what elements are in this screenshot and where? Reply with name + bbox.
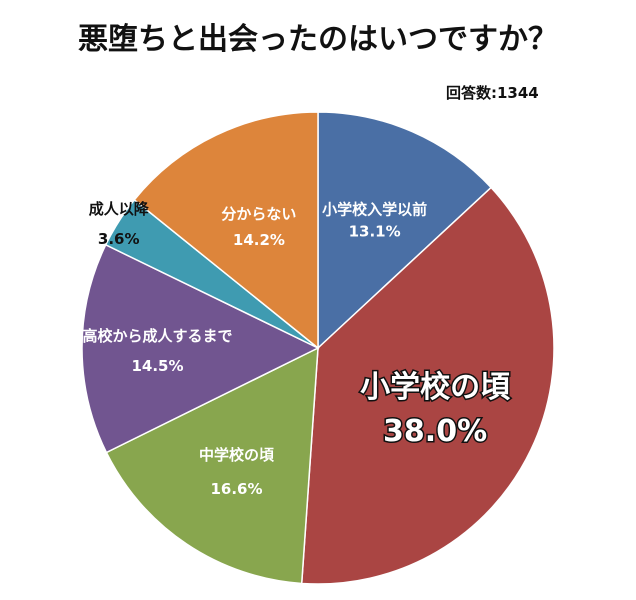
pie-slice [133,111,319,350]
slice-label: 分からない [221,205,296,223]
slice-label: 高校から成人するまで [83,327,233,345]
slice-value-label: 16.6% [210,480,262,498]
pie-slice [317,111,493,350]
slice-label: 小学校の頃 [360,370,510,405]
slice-value-label: 38.0% [383,414,487,449]
chart-title: 悪堕ちと出会ったのはいつですか？ [78,22,558,57]
slice-label: 小学校入学以前 [322,201,427,219]
slice-value-label: 13.1% [349,223,401,241]
slice-label: 中学校の頃 [199,446,275,464]
slice-value-label: 14.5% [131,357,183,375]
slice-value-label: 14.2% [233,231,285,249]
slice-label: 成人以降 [89,200,150,218]
pie-slice [300,186,555,585]
slice-value-label: 3.6% [98,230,140,248]
pie-slice [105,346,319,585]
respondent-count: 回答数:1344 [446,84,539,102]
pie-slice [81,243,320,454]
